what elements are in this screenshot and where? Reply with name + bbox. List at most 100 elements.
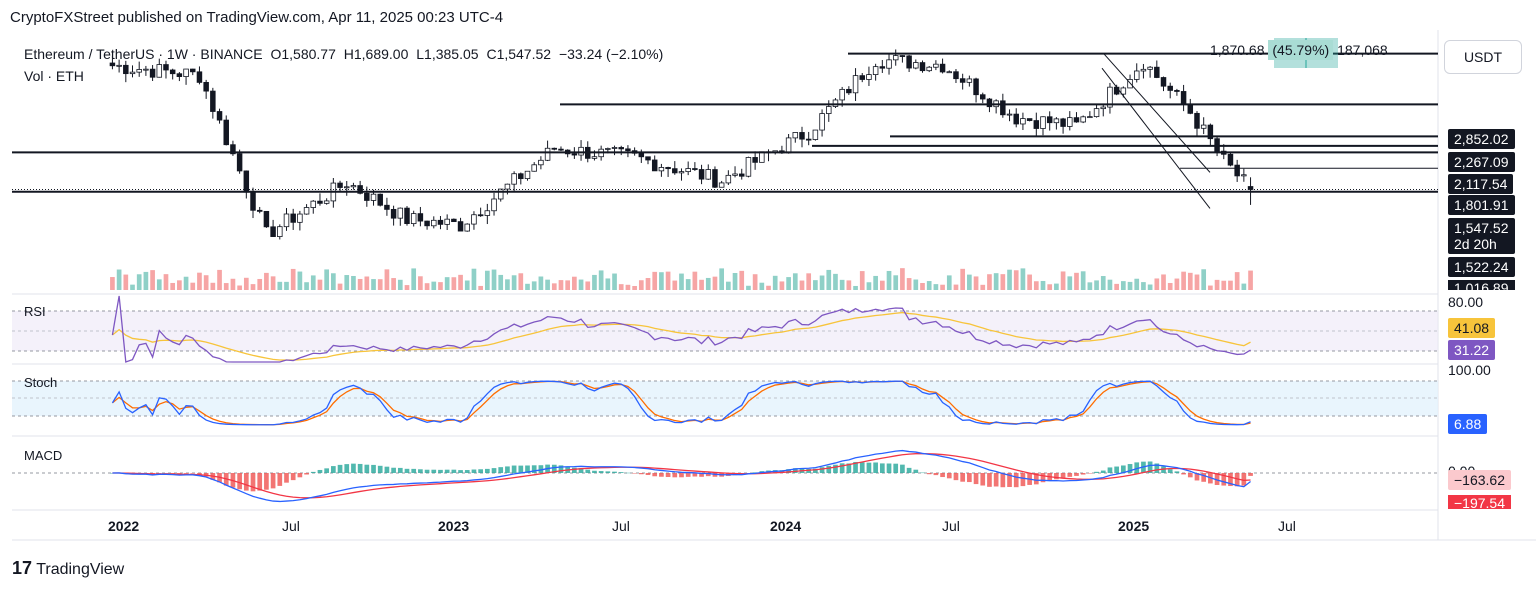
macd-hist-bar xyxy=(324,468,330,473)
volume-bar xyxy=(1027,274,1032,290)
volume-bar xyxy=(1221,280,1227,290)
rsi-line xyxy=(111,295,1251,363)
macd-hist-bar xyxy=(946,473,952,479)
macd-label[interactable]: MACD xyxy=(24,448,63,463)
volume-bar xyxy=(116,269,122,290)
macd-hist-bar xyxy=(538,465,544,473)
macd-hist-bar xyxy=(551,464,557,473)
macd-hist-bar xyxy=(464,470,470,473)
macd-hist-bar xyxy=(243,473,249,491)
macd-hist-bar xyxy=(866,462,872,473)
macd-hist-bar xyxy=(692,473,698,477)
macd-hist-bar xyxy=(973,473,979,485)
currency-button[interactable]: USDT xyxy=(1444,40,1522,74)
candle xyxy=(477,214,484,217)
volume-bar xyxy=(1174,278,1180,290)
candle xyxy=(256,209,263,212)
volume-bar xyxy=(1094,280,1099,290)
macd-hist-bar xyxy=(1020,473,1026,487)
volume-bar xyxy=(377,279,383,290)
candle xyxy=(665,167,671,170)
macd-hist-bar xyxy=(270,473,276,489)
low-value: L1,385.05 xyxy=(416,46,479,62)
candle xyxy=(143,68,149,71)
macd-hist-bar xyxy=(491,468,497,473)
macd-hist-bar xyxy=(993,473,999,487)
volume-bar xyxy=(699,279,704,290)
volume-bar xyxy=(953,284,959,290)
candle xyxy=(1207,124,1214,140)
macd-hist-bar xyxy=(1154,463,1160,473)
macd-hist-bar xyxy=(411,468,417,473)
tradingview-logo[interactable]: 17 TradingView xyxy=(12,558,124,579)
symbol-legend[interactable]: Ethereum / TetherUS · 1W · BINANCE O1,58… xyxy=(24,46,667,62)
stoch-label[interactable]: Stoch xyxy=(24,375,58,390)
candle xyxy=(1020,118,1026,125)
candle xyxy=(1100,106,1107,110)
volume-bar xyxy=(993,273,999,290)
candle xyxy=(879,66,886,69)
macd-hist-bar xyxy=(612,471,617,473)
volume-bar xyxy=(190,282,196,290)
candle xyxy=(384,204,390,210)
volume-bar xyxy=(906,278,912,290)
volume-bar xyxy=(1007,269,1012,290)
candle xyxy=(591,156,598,159)
volume-bar xyxy=(351,275,356,290)
candle xyxy=(886,59,892,69)
candle-series xyxy=(109,49,1254,240)
volume-bar xyxy=(598,270,604,290)
volume-bar xyxy=(833,273,838,290)
volume-bar xyxy=(1141,282,1146,290)
macd-hist-bar xyxy=(237,473,242,490)
candle xyxy=(973,78,979,96)
volume-bar xyxy=(545,279,550,290)
candle xyxy=(839,88,845,101)
macd-hist-bar xyxy=(618,472,624,473)
volume-bar xyxy=(270,276,276,290)
channel-line xyxy=(1101,67,1211,209)
candle xyxy=(497,188,504,200)
volume-bar xyxy=(531,281,537,290)
volume-bar xyxy=(719,268,724,290)
volume-bar xyxy=(605,278,611,290)
macd-hist-bar xyxy=(920,472,925,474)
macd-hist-bar xyxy=(806,468,812,473)
macd-hist-bar xyxy=(163,473,169,474)
volume-bar xyxy=(418,276,423,290)
rsi-label[interactable]: RSI xyxy=(24,304,46,319)
candle xyxy=(404,207,410,225)
volume-bar xyxy=(364,276,370,290)
volume-bar xyxy=(1033,281,1039,290)
candle xyxy=(1073,117,1080,123)
candle xyxy=(1194,112,1200,129)
volume-bar xyxy=(705,277,711,290)
candle xyxy=(738,173,745,177)
volume-bar xyxy=(1000,274,1006,290)
candle xyxy=(1026,118,1033,121)
volume-bar xyxy=(136,274,142,290)
volume-bar xyxy=(411,268,417,290)
candle xyxy=(203,82,209,92)
volume-bar xyxy=(565,280,571,290)
volume-bar xyxy=(806,273,812,290)
candle xyxy=(129,71,136,75)
macd-hist-bar xyxy=(1201,473,1207,482)
volume-bar xyxy=(980,284,986,290)
macd-hist-bar xyxy=(431,469,437,473)
candle xyxy=(1167,85,1173,91)
candle xyxy=(645,156,651,161)
volume-bar xyxy=(625,284,631,290)
macd-hist-bar xyxy=(752,472,758,473)
x-tick-jul-2025: Jul xyxy=(1278,518,1296,534)
volume-bar xyxy=(277,281,283,290)
candle xyxy=(1013,113,1019,125)
candle xyxy=(424,220,430,227)
candle xyxy=(926,66,932,72)
macd-hist-bar xyxy=(839,463,845,473)
macd-hist-bar xyxy=(1054,473,1059,480)
candle xyxy=(672,168,678,174)
macd-hist-bar xyxy=(980,473,986,486)
candle xyxy=(906,55,912,69)
